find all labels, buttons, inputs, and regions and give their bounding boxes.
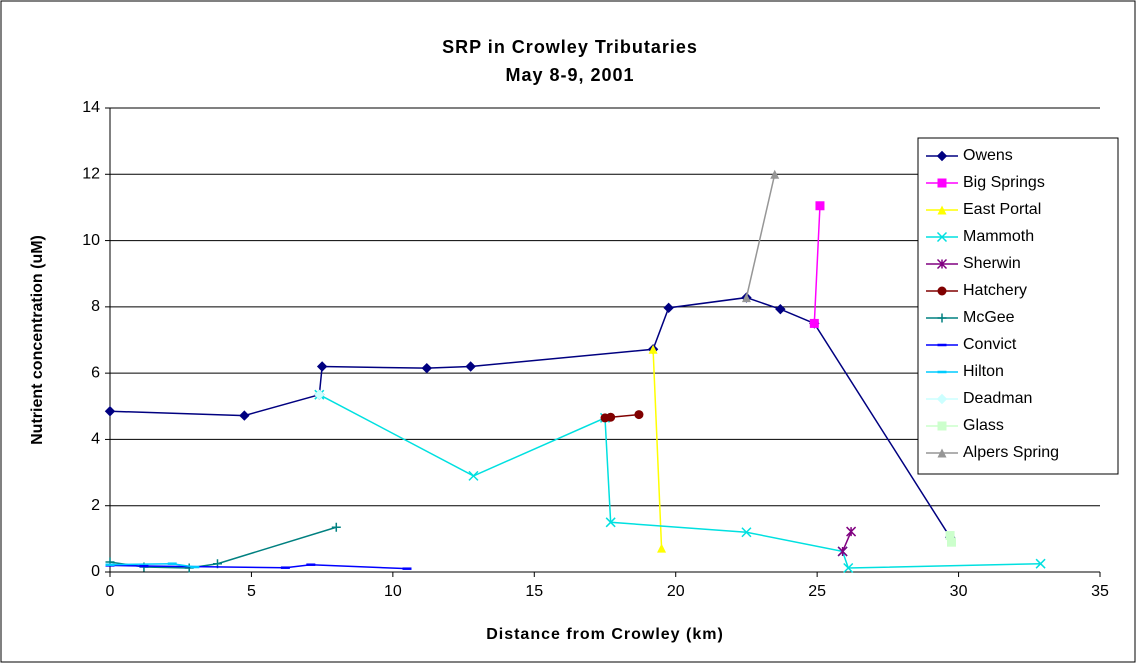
legend-marker [936,150,948,162]
legend-marker [937,286,947,296]
marker [648,344,658,354]
x-tick-label: 20 [667,583,685,600]
series-line [841,531,852,552]
y-tick-label: 12 [82,166,100,183]
y-tick-label: 14 [82,99,100,116]
chart-subtitle: May 8-9, 2001 [505,65,634,85]
series-line [813,205,821,324]
marker [657,543,667,553]
marker [741,527,752,538]
x-tick-label: 5 [247,583,256,600]
y-tick-label: 8 [91,298,100,315]
legend-marker [937,448,947,458]
marker [316,361,328,372]
x-tick-label: 10 [384,583,402,600]
legend-marker [936,258,948,270]
marker [837,546,848,557]
marker [947,537,956,547]
marker [770,169,780,179]
x-tick-label: 15 [525,583,543,600]
legend-marker [937,205,947,215]
legend-marker [936,393,948,405]
marker [468,470,479,481]
legend-label: East Portal [963,201,1041,218]
legend-marker [937,313,947,323]
marker [775,303,786,315]
y-tick-label: 4 [91,431,100,448]
legend-marker [937,421,947,431]
legend-label: Hilton [963,363,1004,380]
marker [945,531,955,541]
marker [815,201,825,211]
marker [741,293,751,303]
y-tick-label: 10 [82,232,100,249]
marker [239,410,250,421]
legend-label: Convict [963,336,1017,353]
legend-marker [937,178,947,188]
legend-label: Glass [963,417,1004,434]
marker [104,406,116,417]
series-line [109,296,951,538]
marker [421,362,433,374]
legend-label: Hatchery [963,282,1027,299]
marker [809,318,819,328]
series-line [318,394,1041,569]
legend-label: Owens [963,147,1013,164]
marker [606,412,616,422]
legend-label: Big Springs [963,174,1045,191]
chart-title: SRP in Crowley Tributaries [442,37,698,57]
marker [846,526,857,537]
y-axis-label: Nutrient concentration (uM) [29,235,46,445]
marker [1035,558,1046,569]
marker [331,522,341,532]
marker [843,562,854,574]
x-tick-label: 25 [808,583,826,600]
x-tick-label: 0 [106,583,115,600]
marker [605,517,616,528]
series-line [745,174,776,298]
marker [465,361,476,372]
legend-label: Sherwin [963,255,1021,272]
legend-label: Mammoth [963,228,1034,245]
legend-label: McGee [963,309,1015,326]
legend-box [917,137,1119,475]
marker [634,410,644,420]
x-tick-label: 30 [950,583,968,600]
legend-label: Alpers Spring [963,444,1059,461]
legend-marker [936,231,948,243]
marker [663,302,674,314]
x-axis-label: Distance from Crowley (km) [486,626,724,643]
marker [314,389,325,400]
y-tick-label: 0 [91,563,100,580]
y-tick-label: 6 [91,364,100,381]
series-line [652,349,663,549]
legend-label: Deadman [963,390,1032,407]
y-tick-label: 2 [91,497,100,514]
x-tick-label: 35 [1091,583,1109,600]
